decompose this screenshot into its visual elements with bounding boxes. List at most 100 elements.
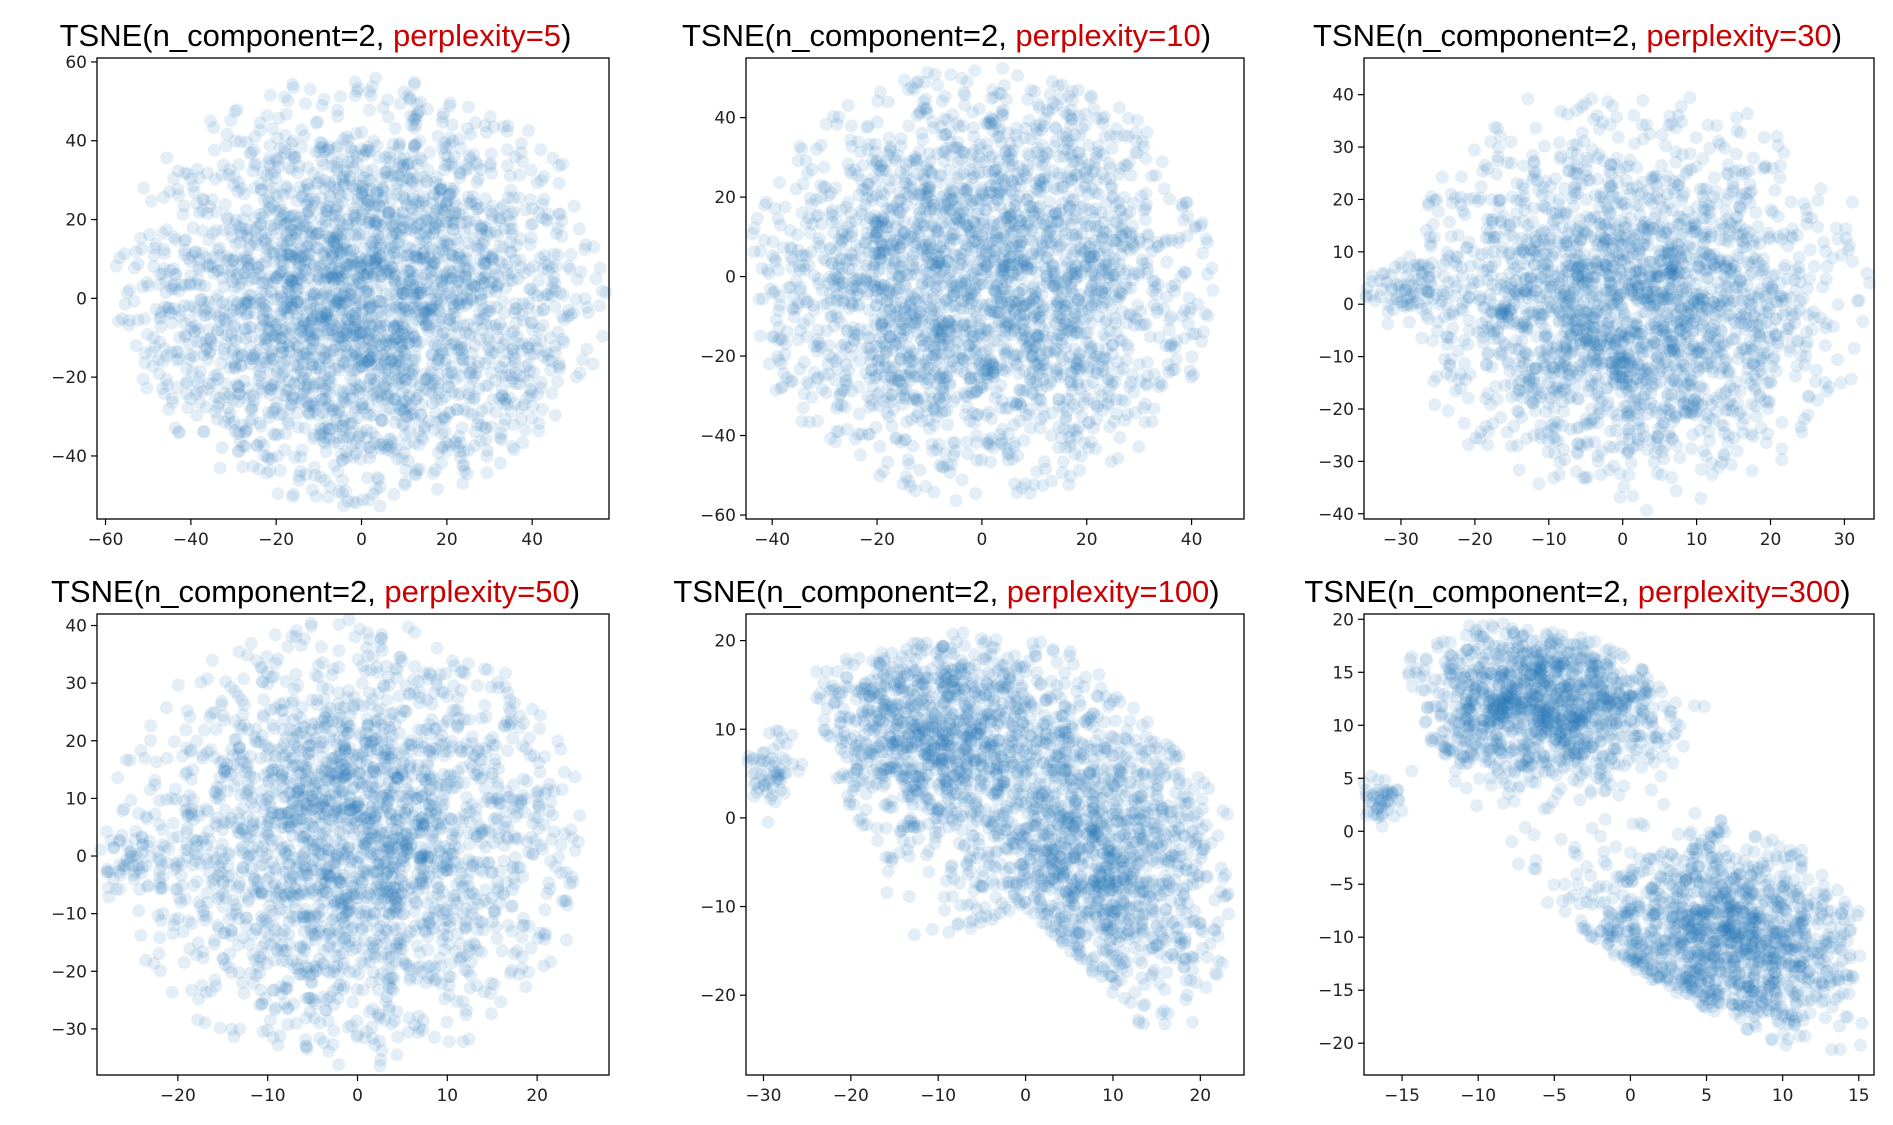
subplot-title: TSNE(n_component=2, perplexity=5) bbox=[0, 18, 631, 54]
data-point bbox=[424, 300, 438, 314]
data-point bbox=[463, 291, 477, 305]
data-point bbox=[318, 182, 332, 196]
data-point bbox=[968, 64, 982, 78]
data-point bbox=[338, 256, 352, 270]
data-point bbox=[391, 169, 405, 183]
data-point bbox=[360, 431, 374, 445]
data-point bbox=[306, 286, 320, 300]
data-point bbox=[572, 222, 586, 236]
data-point bbox=[271, 154, 284, 168]
data-point bbox=[1162, 365, 1176, 379]
data-point bbox=[375, 437, 389, 451]
data-point bbox=[275, 346, 289, 360]
data-point bbox=[296, 371, 310, 385]
data-point bbox=[301, 206, 315, 220]
data-point bbox=[525, 385, 539, 399]
data-point bbox=[308, 258, 322, 272]
data-point bbox=[460, 262, 474, 276]
data-point bbox=[385, 354, 399, 368]
data-point bbox=[332, 330, 346, 344]
data-point bbox=[526, 217, 540, 231]
data-point bbox=[208, 390, 222, 404]
data-point bbox=[362, 252, 376, 266]
data-point bbox=[227, 303, 241, 317]
data-point bbox=[204, 114, 218, 128]
data-point bbox=[354, 296, 368, 310]
data-point bbox=[351, 231, 365, 245]
data-point bbox=[402, 265, 416, 279]
data-point bbox=[841, 98, 855, 112]
data-point bbox=[210, 368, 224, 382]
data-point bbox=[369, 317, 383, 331]
data-point bbox=[321, 490, 335, 504]
data-point bbox=[401, 215, 415, 229]
data-point bbox=[298, 248, 312, 261]
data-point bbox=[367, 377, 381, 391]
data-point bbox=[197, 425, 211, 439]
data-point bbox=[193, 253, 207, 267]
data-point bbox=[349, 307, 363, 321]
data-point bbox=[237, 187, 251, 201]
data-point bbox=[206, 260, 220, 274]
data-point bbox=[463, 355, 477, 369]
data-point bbox=[158, 246, 172, 260]
data-point bbox=[541, 264, 555, 278]
data-point bbox=[343, 258, 357, 271]
data-point bbox=[278, 443, 292, 457]
data-point bbox=[241, 261, 255, 275]
data-point bbox=[474, 163, 488, 177]
data-point bbox=[312, 272, 326, 286]
data-point bbox=[319, 272, 332, 286]
data-point bbox=[416, 233, 430, 247]
data-point bbox=[441, 379, 455, 393]
data-point bbox=[447, 299, 461, 313]
data-point bbox=[302, 407, 316, 421]
data-point bbox=[926, 444, 940, 458]
data-point bbox=[331, 198, 345, 212]
data-point bbox=[1143, 330, 1157, 344]
data-point bbox=[330, 295, 344, 309]
data-point bbox=[324, 193, 338, 207]
data-point bbox=[394, 152, 408, 166]
data-point bbox=[284, 274, 298, 288]
data-point bbox=[265, 452, 279, 466]
data-point bbox=[349, 127, 363, 141]
data-point bbox=[446, 222, 460, 236]
data-point bbox=[355, 360, 369, 374]
data-point bbox=[447, 336, 460, 350]
data-point bbox=[460, 244, 474, 258]
data-point bbox=[406, 328, 419, 342]
data-point bbox=[473, 253, 487, 267]
data-point bbox=[409, 466, 422, 480]
data-point bbox=[380, 334, 394, 348]
data-point bbox=[169, 233, 182, 247]
data-point bbox=[270, 292, 284, 306]
data-point bbox=[360, 471, 374, 485]
data-point bbox=[408, 301, 421, 315]
data-point bbox=[263, 410, 277, 424]
data-point bbox=[429, 406, 443, 420]
data-point bbox=[344, 371, 358, 385]
data-point bbox=[516, 436, 530, 450]
data-point bbox=[189, 245, 203, 259]
data-point bbox=[754, 244, 767, 258]
data-point bbox=[279, 321, 293, 335]
data-point bbox=[338, 164, 352, 177]
data-point bbox=[464, 366, 478, 380]
data-point bbox=[267, 199, 281, 213]
data-point bbox=[508, 297, 522, 310]
data-point bbox=[423, 302, 437, 316]
data-point bbox=[1103, 128, 1117, 142]
data-point bbox=[461, 100, 475, 114]
data-point bbox=[297, 346, 311, 360]
data-point bbox=[322, 310, 336, 324]
data-point bbox=[536, 197, 549, 211]
data-point bbox=[454, 337, 468, 351]
data-point bbox=[561, 310, 575, 323]
data-point bbox=[366, 487, 380, 501]
data-point bbox=[460, 296, 474, 310]
data-point bbox=[350, 496, 364, 510]
data-point bbox=[274, 200, 288, 214]
data-point bbox=[353, 378, 367, 392]
data-point bbox=[407, 138, 421, 152]
